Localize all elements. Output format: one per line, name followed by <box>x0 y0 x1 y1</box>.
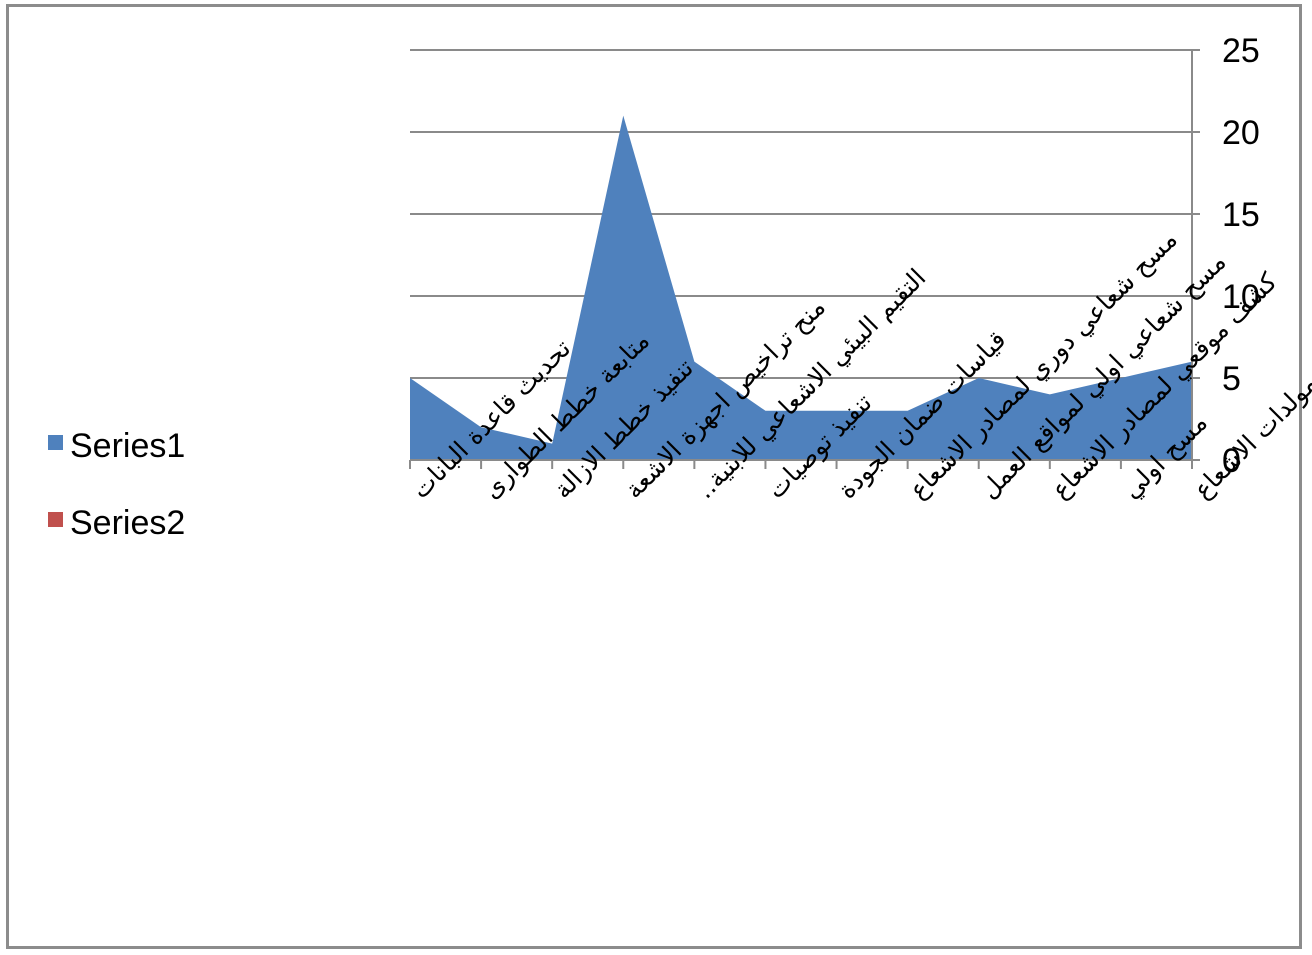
y-tick-label: 0 <box>1222 442 1241 480</box>
legend-swatch-2 <box>48 512 63 527</box>
axes <box>409 49 1200 469</box>
y-tick-label: 10 <box>1222 278 1260 316</box>
legend-swatch-1 <box>48 435 63 450</box>
y-tick-label: 15 <box>1222 196 1260 234</box>
legend-label-2: Series2 <box>70 504 185 542</box>
series-area-1 <box>410 115 1192 460</box>
y-tick-labels: 0 5 10 15 20 25 <box>1222 32 1260 480</box>
y-tick-label: 20 <box>1222 114 1260 152</box>
legend: Series1 Series2 <box>48 427 185 542</box>
y-tick-label: 25 <box>1222 32 1260 70</box>
series-areas <box>410 115 1192 460</box>
legend-label-1: Series1 <box>70 427 185 465</box>
y-tick-label: 5 <box>1222 360 1241 398</box>
chart-frame <box>6 4 1302 949</box>
gridlines <box>410 49 1192 379</box>
